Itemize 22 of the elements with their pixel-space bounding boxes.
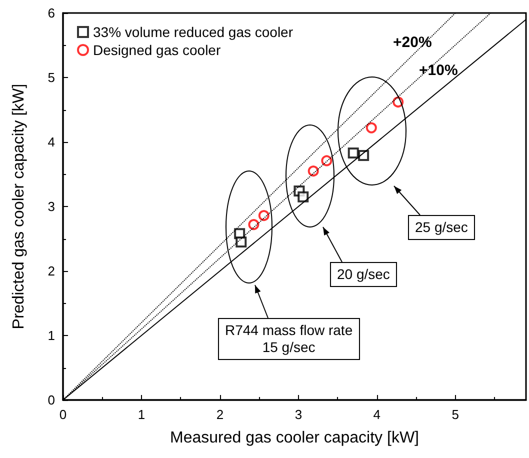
legend-label: Designed gas cooler bbox=[93, 42, 221, 58]
x-tick-label: 3 bbox=[294, 407, 302, 422]
annotation: 20 g/sec bbox=[330, 262, 397, 287]
y-tick-label: 6 bbox=[48, 6, 55, 20]
legend-label: 33% volume reduced gas cooler bbox=[93, 24, 294, 40]
x-tick-label: 4 bbox=[373, 407, 381, 422]
x-tick-label: 5 bbox=[452, 407, 459, 422]
y-axis-title: Predicted gas cooler capacity [kW] bbox=[10, 84, 28, 330]
y-tick-label: 3 bbox=[48, 199, 55, 214]
annotation: R744 mass flow rate 15 g/sec bbox=[218, 318, 360, 360]
x-tick-label: 2 bbox=[216, 407, 224, 422]
y-tick-label: 4 bbox=[48, 134, 55, 150]
y-tick-label: 1 bbox=[48, 328, 55, 343]
annotation: +20% bbox=[393, 34, 432, 51]
x-tick-label: 0 bbox=[59, 407, 67, 422]
y-tick-label: 0 bbox=[48, 392, 55, 408]
x-axis-title: Measured gas cooler capacity [kW] bbox=[170, 430, 419, 446]
x-tick-label: 1 bbox=[138, 407, 146, 422]
annotation: 25 g/sec bbox=[408, 215, 475, 240]
y-tick-label: 5 bbox=[48, 70, 55, 85]
annotation: +10% bbox=[419, 62, 458, 79]
y-tick-label: 2 bbox=[48, 264, 55, 278]
